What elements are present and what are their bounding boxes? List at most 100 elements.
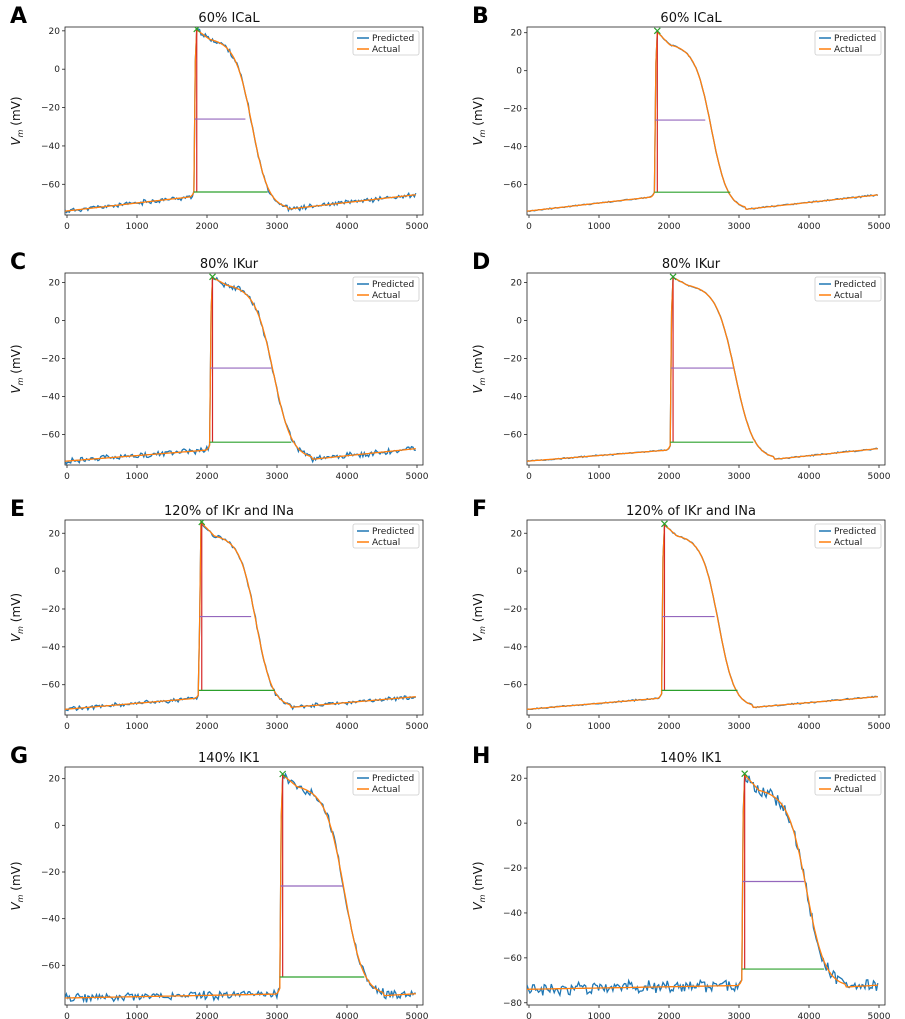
y-tick-label: 0 <box>54 567 60 577</box>
y-tick-label: 0 <box>54 65 60 75</box>
x-tick-label: 3000 <box>266 1012 289 1019</box>
x-tick-label: 0 <box>64 1012 70 1019</box>
y-axis-label: Vm (mV) <box>9 344 25 393</box>
x-tick-label: 5000 <box>406 1012 429 1019</box>
legend-box <box>814 30 882 56</box>
legend-actual-label: Actual <box>834 45 862 55</box>
peak-marker <box>209 273 216 281</box>
y-tick-label: −20 <box>503 355 522 365</box>
x-tick-label: 2000 <box>658 472 681 482</box>
plot-area <box>65 770 416 1004</box>
y-axis-label: Vm (mV) <box>471 344 487 393</box>
y-tick-label: −40 <box>503 143 522 153</box>
x-tick-label: 0 <box>64 222 70 232</box>
panel-title: 120% of IKr and INa <box>164 504 294 519</box>
axes-frame <box>526 26 886 216</box>
x-tick-label: 1000 <box>588 1012 611 1019</box>
legend-box <box>352 30 420 56</box>
y-tick-label: 20 <box>49 775 61 785</box>
y-tick-label: −60 <box>41 180 60 190</box>
panel-letter: F <box>472 497 487 522</box>
y-tick-label: −60 <box>41 431 60 441</box>
legend-box <box>352 523 420 549</box>
y-tick-label: 0 <box>516 67 522 77</box>
x-tick-label: 5000 <box>406 722 429 732</box>
axes-frame <box>64 519 424 716</box>
panel-title: 80% IKur <box>662 257 721 272</box>
panel-letter: G <box>10 744 28 769</box>
y-tick-label: −60 <box>41 961 60 971</box>
y-tick-label: 0 <box>54 821 60 831</box>
x-tick-label: 2000 <box>196 1012 219 1019</box>
x-tick-label: 1000 <box>126 472 149 482</box>
x-tick-label: 3000 <box>266 722 289 732</box>
peak-marker <box>741 770 749 778</box>
panel-letter: H <box>472 744 490 769</box>
legend-predicted-label: Predicted <box>372 34 414 44</box>
y-tick-label: −40 <box>503 643 522 653</box>
x-tick-label: 3000 <box>728 1012 751 1019</box>
y-tick-label: −40 <box>41 393 60 403</box>
panel-title: 120% of IKr and INa <box>626 504 756 519</box>
x-tick-label: 1000 <box>126 222 149 232</box>
legend-predicted-label: Predicted <box>834 34 876 44</box>
actual-line <box>527 30 878 212</box>
y-tick-label: 20 <box>49 279 61 289</box>
y-axis-label: Vm (mV) <box>471 861 487 910</box>
panel-letter: A <box>10 4 27 29</box>
x-tick-label: 1000 <box>126 1012 149 1019</box>
plot-area <box>527 770 879 998</box>
legend-predicted-label: Predicted <box>372 280 414 290</box>
x-tick-label: 3000 <box>266 472 289 482</box>
predicted-line <box>527 774 879 998</box>
y-tick-label: −60 <box>503 431 522 441</box>
panel-f: 0 1000 2000 3000 4000 5000 20 0 −20 −40 −60 Vm (mV)… <box>471 497 891 732</box>
y-tick-label: 0 <box>516 567 522 577</box>
legend-predicted-label: Predicted <box>834 527 876 537</box>
axes-frame <box>64 766 424 1006</box>
x-tick-label: 3000 <box>728 222 751 232</box>
legend-actual-label: Actual <box>372 785 400 795</box>
actual-line <box>527 773 878 990</box>
legend-box <box>814 523 882 549</box>
actual-line <box>527 276 878 462</box>
y-tick-label: −40 <box>503 393 522 403</box>
actual-line <box>527 523 878 710</box>
y-tick-label: 20 <box>49 27 61 37</box>
y-tick-label: −20 <box>503 605 522 615</box>
plot-area <box>527 273 879 463</box>
legend-actual-label: Actual <box>372 538 400 548</box>
peak-marker <box>669 273 677 281</box>
y-tick-label: −20 <box>41 355 60 365</box>
panel-g: 0 1000 2000 3000 4000 5000 20 0 −20 −40 −60 Vm (mV)… <box>9 744 429 1019</box>
x-tick-label: 2000 <box>196 722 219 732</box>
axes-frame <box>64 26 424 216</box>
y-tick-label: −20 <box>503 864 522 874</box>
panel-b: 0 1000 2000 3000 4000 5000 20 0 −20 −40 −60 Vm (mV)… <box>471 4 891 232</box>
panel-d: 0 1000 2000 3000 4000 5000 20 0 −20 −40 −60 Vm (mV)… <box>471 250 891 482</box>
x-tick-label: 3000 <box>266 222 289 232</box>
panel-h: 0 1000 2000 3000 4000 5000 20 0 −20 −40 −60 −80 Vm (… <box>471 744 891 1019</box>
panel-letter: C <box>10 250 26 275</box>
panel-title: 60% ICaL <box>198 11 260 26</box>
y-tick-label: 20 <box>49 529 61 539</box>
plot-area <box>65 27 417 214</box>
legend-box <box>352 770 420 796</box>
x-tick-label: 2000 <box>196 472 219 482</box>
x-tick-label: 4000 <box>798 722 821 732</box>
y-tick-label: −20 <box>41 868 60 878</box>
x-tick-label: 4000 <box>336 722 359 732</box>
legend-actual-label: Actual <box>372 291 400 301</box>
x-tick-label: 5000 <box>868 472 891 482</box>
x-tick-label: 2000 <box>658 222 681 232</box>
peak-marker <box>653 27 661 35</box>
peak-marker <box>198 520 206 526</box>
x-tick-label: 5000 <box>868 722 891 732</box>
x-tick-label: 0 <box>64 722 70 732</box>
